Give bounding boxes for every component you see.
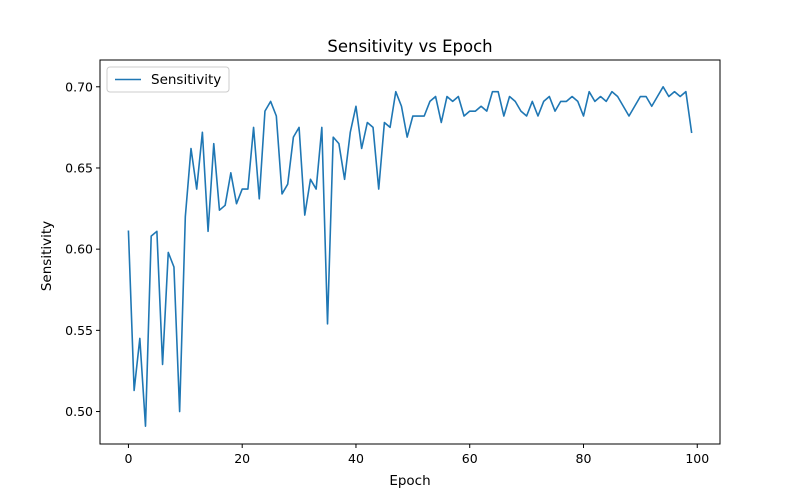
legend-label: Sensitivity bbox=[151, 72, 221, 88]
x-axis: 0 20 40 60 80 100 bbox=[124, 444, 709, 466]
x-tick-label: 0 bbox=[124, 451, 132, 466]
x-axis-label: Epoch bbox=[389, 473, 430, 489]
series-line-sensitivity bbox=[127, 85, 693, 427]
x-tick-label: 80 bbox=[576, 451, 592, 466]
x-tick-label: 100 bbox=[685, 451, 709, 466]
y-tick-label: 0.65 bbox=[65, 160, 93, 175]
plot-area bbox=[99, 59, 721, 445]
x-tick-label: 60 bbox=[462, 451, 478, 466]
legend: Sensitivity bbox=[106, 66, 230, 93]
y-tick-label: 0.60 bbox=[65, 242, 93, 257]
y-axis-label: Sensitivity bbox=[39, 221, 55, 291]
plot-frame bbox=[99, 59, 721, 445]
y-tick-label: 0.55 bbox=[65, 323, 93, 338]
y-tick-label: 0.70 bbox=[65, 79, 93, 94]
y-tick-label: 0.50 bbox=[65, 404, 93, 419]
chart-title: Sensitivity vs Epoch bbox=[327, 37, 492, 56]
x-tick-label: 20 bbox=[234, 451, 250, 466]
legend-box bbox=[106, 66, 230, 93]
x-tick-label: 40 bbox=[348, 451, 364, 466]
y-axis: 0.50 0.55 0.60 0.65 0.70 bbox=[65, 79, 100, 419]
series-layer bbox=[127, 85, 693, 427]
